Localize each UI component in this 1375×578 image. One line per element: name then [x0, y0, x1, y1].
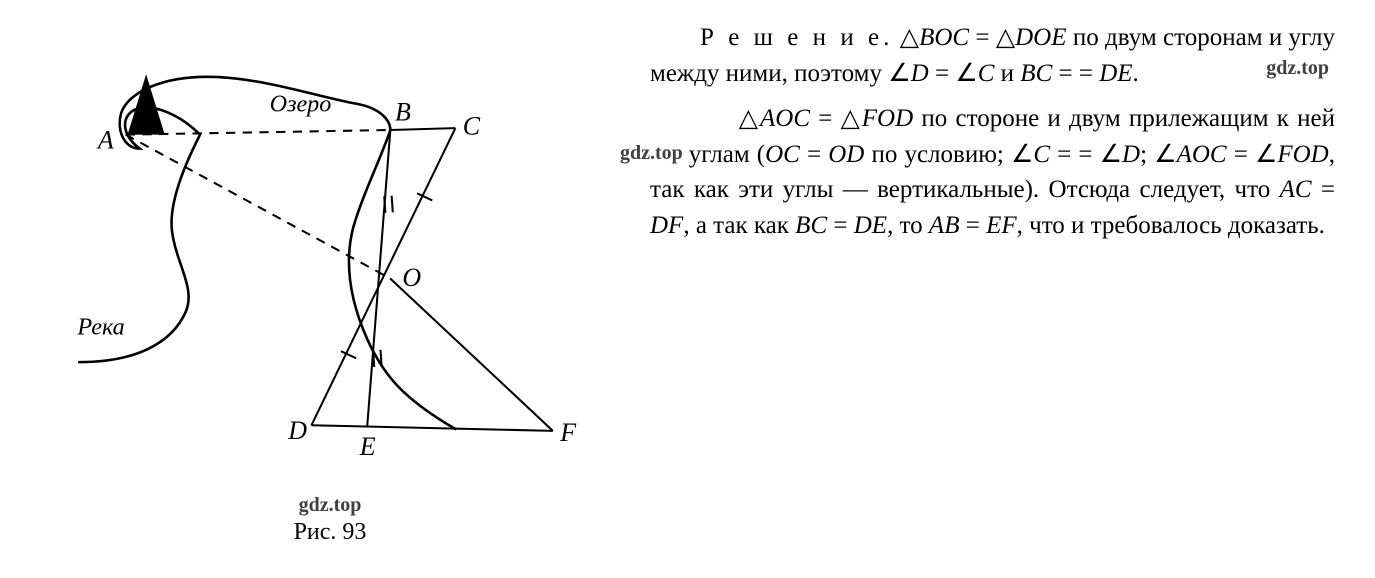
tick-CO	[417, 193, 432, 200]
tick-OD	[341, 351, 356, 358]
watermark-inline-1: gdz.top	[1216, 54, 1329, 82]
p1-and: и	[994, 60, 1020, 87]
p2-df: DF	[650, 212, 683, 239]
label-ozero: Озеро	[270, 90, 332, 117]
p2-g: , то	[887, 212, 929, 239]
p2-bc: BC	[795, 212, 827, 239]
label-E: E	[359, 432, 376, 461]
p2-eq4: = ∠	[1227, 141, 1278, 168]
label-reka: Река	[76, 313, 124, 340]
p2-h: , что и требовалось доказать.	[1017, 212, 1325, 239]
label-B: B	[395, 98, 411, 127]
p1-de: DE	[1099, 60, 1132, 87]
p2-ab: AB	[929, 212, 960, 239]
p1-eq3: = =	[1052, 60, 1099, 87]
p2-eq5: =	[1312, 176, 1335, 203]
p1-d: D	[911, 60, 929, 87]
segment-BE	[367, 130, 390, 427]
p2-d2: D	[1122, 141, 1140, 168]
p2-aoc: AOC	[760, 105, 810, 132]
figure-caption: Рис. 93	[294, 519, 367, 546]
p2-d: ; ∠	[1140, 141, 1176, 168]
segment-CD	[311, 128, 455, 425]
p2-a: △	[739, 105, 760, 132]
p2-ac: AC	[1280, 176, 1312, 203]
geometry-diagram: Озеро Река A B C O D E F	[70, 30, 590, 490]
p1-bc: BC	[1020, 60, 1052, 87]
label-F: F	[559, 418, 577, 447]
solution-paragraph-1: Р е ш е н и е. △BOC = △DOE по двум сторо…	[650, 20, 1335, 91]
p2-ef: EF	[986, 212, 1017, 239]
p2-od: OD	[828, 141, 864, 168]
segment-AB-dashed	[126, 130, 391, 135]
p2-c: по условию; ∠	[864, 141, 1033, 168]
p2-c2: C	[1033, 141, 1050, 168]
watermark-caption: gdz.top	[299, 494, 362, 517]
p1-eq2: = ∠	[929, 60, 978, 87]
p2-oc: OC	[765, 141, 800, 168]
p2-fod: FOD	[862, 105, 913, 132]
p1-dot: .	[1133, 60, 1139, 87]
segment-OF	[390, 279, 553, 431]
p2-aoc2: AOC	[1177, 141, 1227, 168]
tri1: △	[893, 24, 919, 51]
p2-eq6: =	[827, 212, 854, 239]
label-D: D	[287, 416, 307, 445]
p1-c: C	[978, 60, 995, 87]
label-C: C	[463, 112, 481, 141]
p1-boc: BOC	[919, 24, 969, 51]
solution-heading: Р е ш е н и е.	[700, 24, 893, 51]
p2-de: DE	[854, 212, 887, 239]
segment-AO-dashed	[126, 135, 391, 279]
segment-DF	[311, 425, 552, 431]
p1-eq1: = △	[969, 24, 1015, 51]
label-O: O	[402, 263, 421, 292]
p2-eq7: =	[959, 212, 986, 239]
label-A: A	[96, 126, 114, 155]
p2-f: , а так как	[683, 212, 795, 239]
p2-fod2: FOD	[1277, 141, 1328, 168]
p1-doe: DOE	[1015, 24, 1066, 51]
p2-eq2: =	[800, 141, 828, 168]
solution-paragraph-2: gdz.top△AOC = △FOD по стороне и двум при…	[650, 101, 1335, 243]
segment-BC	[390, 128, 455, 130]
p2-eq1: = △	[810, 105, 862, 132]
p2-eq3: = = ∠	[1050, 141, 1122, 168]
